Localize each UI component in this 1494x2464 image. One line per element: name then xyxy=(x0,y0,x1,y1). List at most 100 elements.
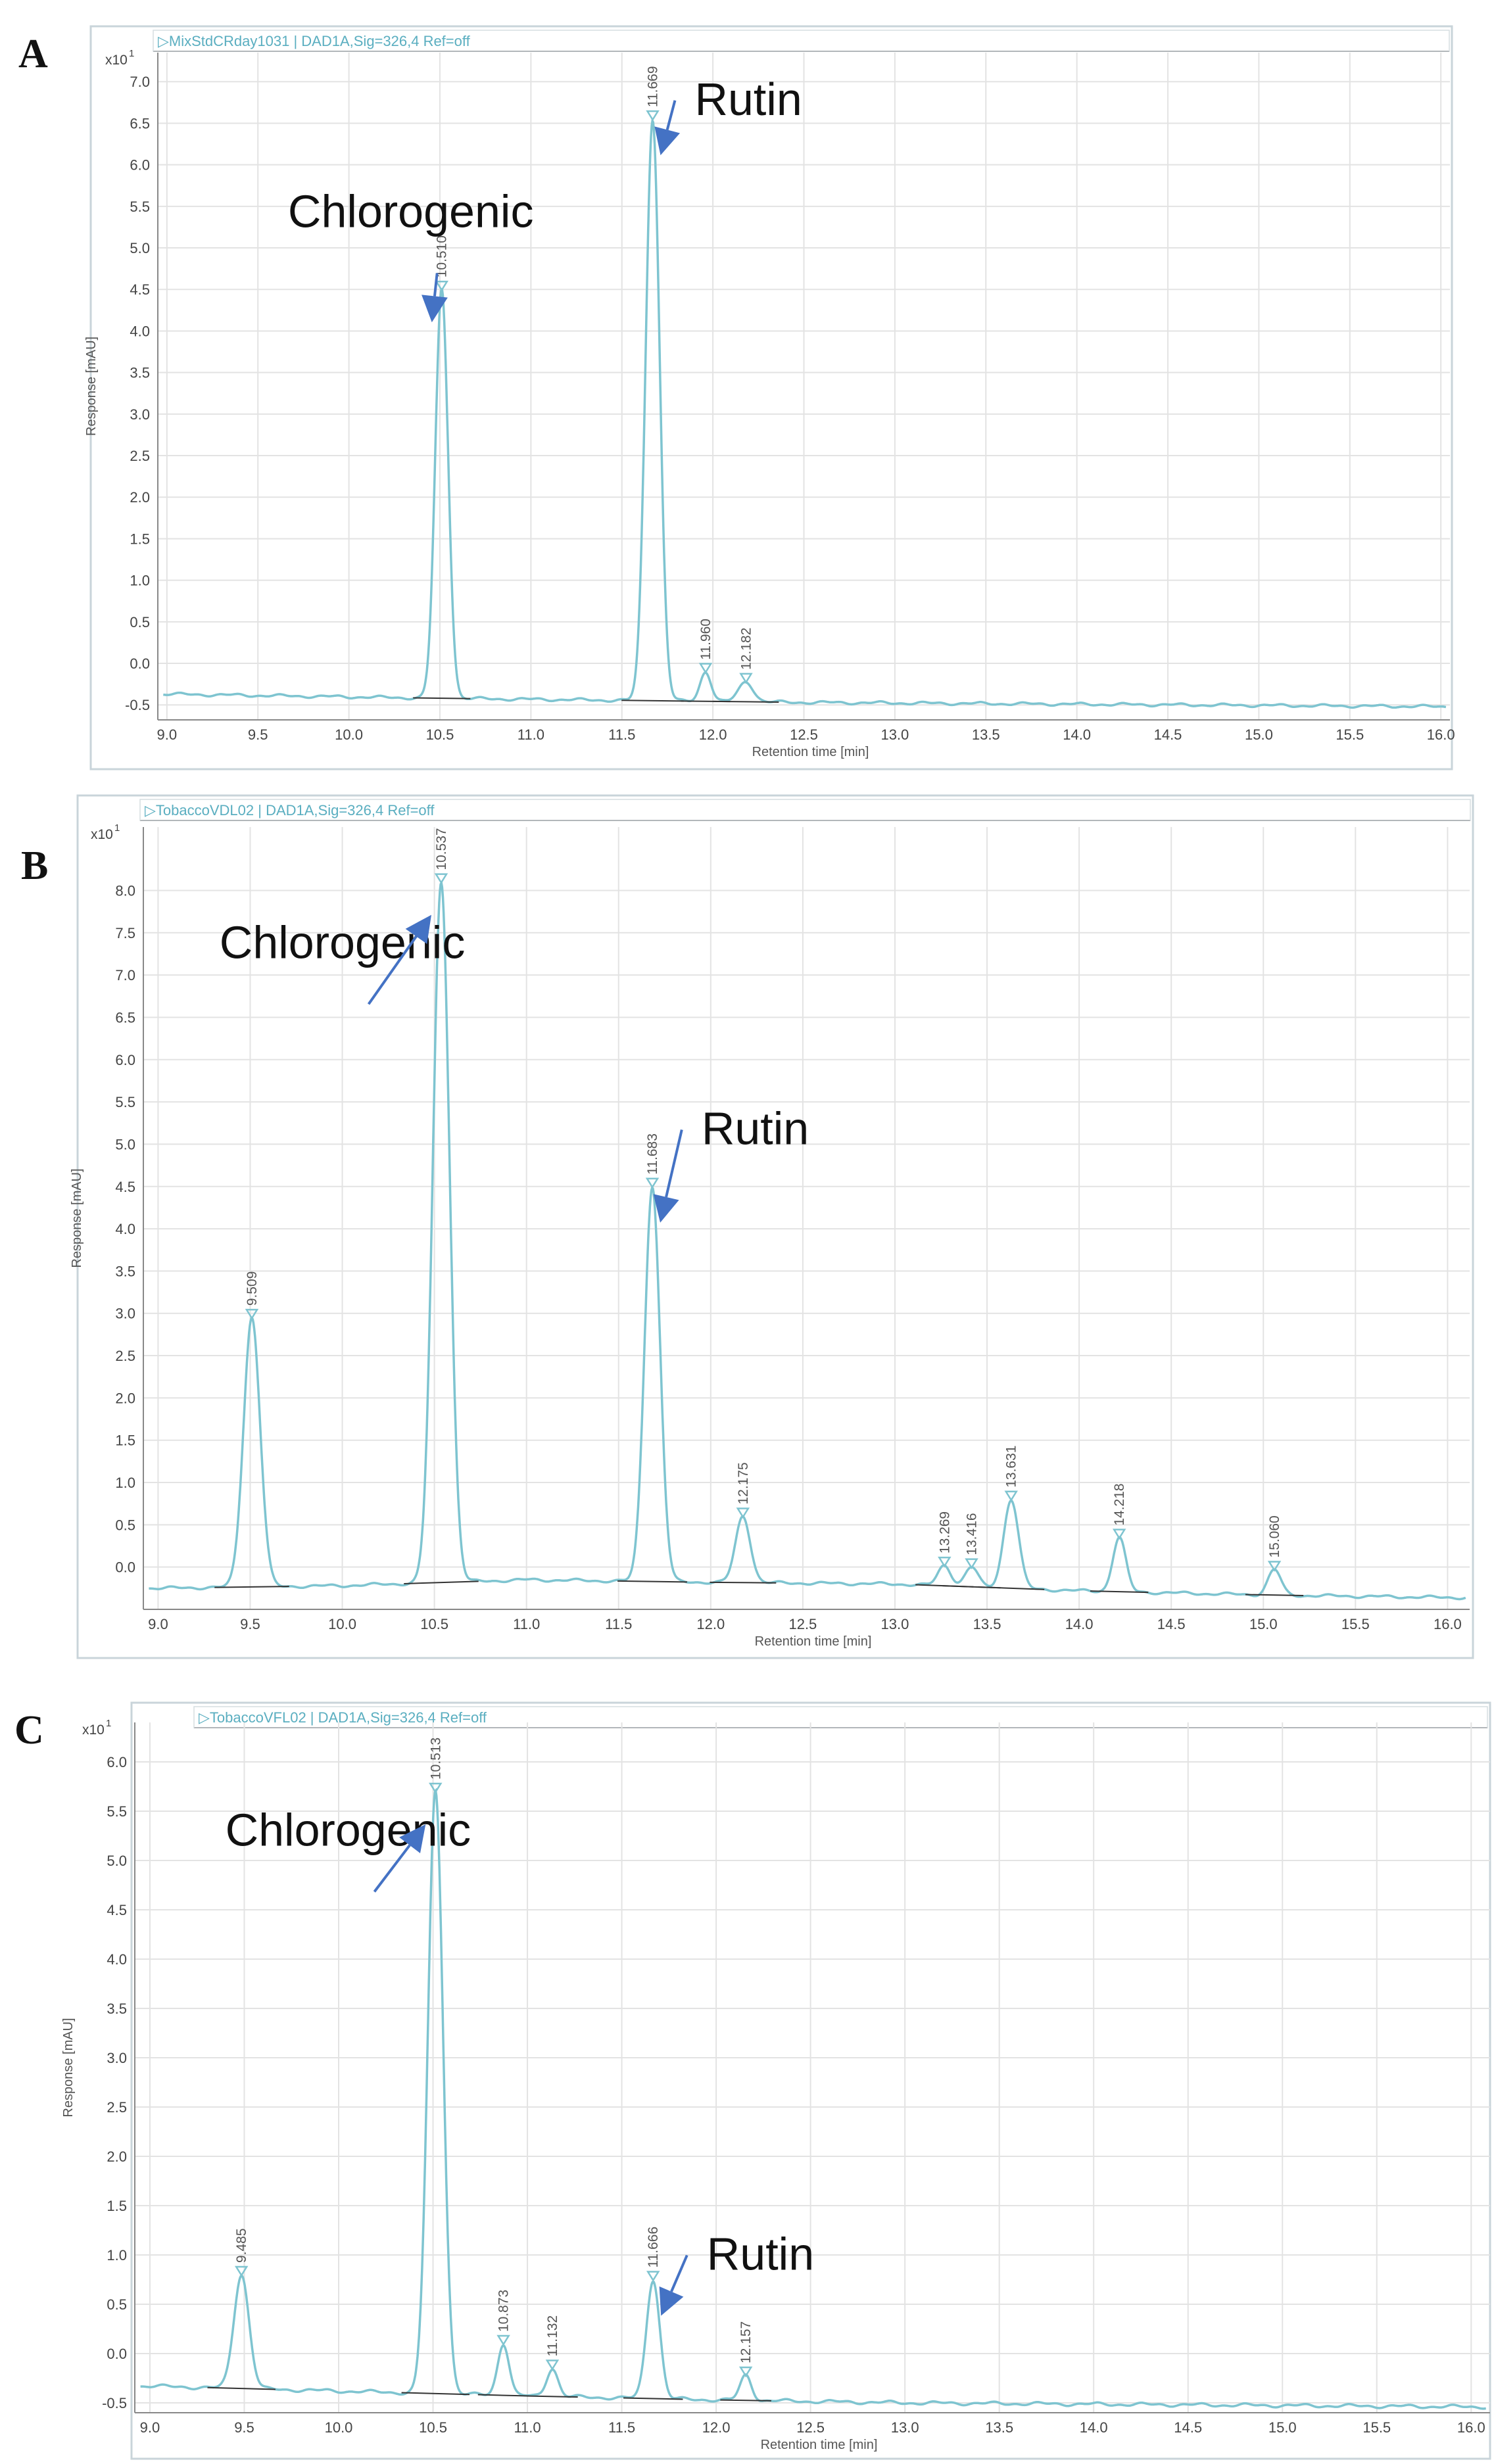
y-tick-label: 5.0 xyxy=(107,1853,127,1869)
peak-marker xyxy=(965,1558,978,1570)
signal-trace xyxy=(140,1788,1486,2410)
chart-header: ▷TobaccoVDL02 | DAD1A,Sig=326,4 Ref=off xyxy=(145,802,435,818)
y-axis-label: Response [mAU] xyxy=(61,2018,76,2117)
y-tick-label: 6.0 xyxy=(130,157,150,174)
x-tick-label: 13.5 xyxy=(973,1616,1001,1632)
annotation-arrow-head xyxy=(653,1194,679,1223)
peak-marker xyxy=(435,280,448,292)
y-tick-label: 7.0 xyxy=(115,967,135,983)
x-tick-label: 12.5 xyxy=(790,726,818,743)
x-tick-label: 11.5 xyxy=(608,2419,635,2436)
y-tick-label: 2.0 xyxy=(107,2148,127,2165)
x-tick-label: 14.5 xyxy=(1157,1616,1186,1632)
peak-label: 10.537 xyxy=(434,828,449,870)
peak-label: 11.669 xyxy=(646,66,661,107)
panel-letter: B xyxy=(21,843,49,888)
peak-baseline xyxy=(720,2399,771,2402)
chromatogram: ▷MixStdCRday1031 | DAD1A,Sig=326,4 Ref=o… xyxy=(84,25,1455,770)
peak-marker xyxy=(496,2334,510,2346)
peak-marker xyxy=(1112,1528,1126,1540)
peak-label: 11.683 xyxy=(645,1133,660,1175)
peak-baseline xyxy=(527,2395,578,2398)
peak-baseline xyxy=(404,1580,479,1584)
peak-baseline xyxy=(477,2394,529,2397)
peak-label: 10.513 xyxy=(428,1738,443,1780)
header-box xyxy=(193,1706,1488,1728)
peak-label: 9.485 xyxy=(234,2228,249,2263)
y-tick-label: 0.5 xyxy=(107,2296,127,2313)
y-tick-label: 6.5 xyxy=(115,1009,135,1026)
y-tick-label: 1.0 xyxy=(115,1475,135,1491)
annotation-arrow-head xyxy=(422,295,448,323)
peak-label: 11.666 xyxy=(646,2227,661,2268)
peak-label: 13.631 xyxy=(1004,1446,1019,1488)
y-multiplier: x10 xyxy=(82,1722,105,1738)
x-tick-label: 11.0 xyxy=(518,726,544,743)
x-tick-label: 15.5 xyxy=(1336,726,1364,743)
x-axis-label: Retention time [min] xyxy=(752,745,869,759)
peak-marker xyxy=(739,673,753,684)
y-tick-label: 1.0 xyxy=(130,573,150,589)
annotation-arrow-shaft xyxy=(373,1844,411,1893)
y-tick-label: 3.0 xyxy=(115,1306,135,1322)
header-box xyxy=(153,30,1450,52)
peak-marker xyxy=(736,1507,750,1519)
y-tick-label: 3.5 xyxy=(115,1263,135,1279)
x-tick-label: 12.0 xyxy=(699,726,727,743)
x-tick-label: 12.5 xyxy=(788,1616,817,1632)
x-tick-label: 11.5 xyxy=(608,726,635,743)
y-tick-label: 1.5 xyxy=(130,531,150,547)
peak-label: 10.873 xyxy=(496,2290,512,2332)
x-tick-label: 9.5 xyxy=(240,1616,260,1632)
peak-marker xyxy=(646,2271,660,2282)
x-tick-label: 14.0 xyxy=(1080,2419,1108,2436)
y-tick-label: 3.0 xyxy=(107,2050,127,2066)
x-axis-label: Retention time [min] xyxy=(761,2438,878,2452)
x-axis-label: Retention time [min] xyxy=(755,1634,872,1649)
peak-baseline xyxy=(710,1581,777,1584)
peak-label: 12.175 xyxy=(736,1462,751,1504)
peak-baseline xyxy=(713,700,779,703)
y-tick-label: 0.0 xyxy=(130,655,150,672)
peak-baseline xyxy=(1245,1594,1304,1596)
peak-baseline xyxy=(214,1586,289,1588)
panel-c: C ▷TobaccoVFL02 | DAD1A,Sig=326,4 Ref=off… xyxy=(0,1670,1494,2464)
x-tick-label: 15.0 xyxy=(1249,1616,1278,1632)
y-tick-label: 4.0 xyxy=(130,323,150,339)
peak-label: 11.960 xyxy=(698,619,713,660)
x-tick-label: 14.0 xyxy=(1063,726,1091,743)
y-tick-label: 0.5 xyxy=(115,1517,135,1533)
x-tick-label: 16.0 xyxy=(1427,726,1455,743)
y-axis-label: Response [mAU] xyxy=(84,337,99,436)
annotation-arrow-head xyxy=(654,126,681,156)
peak-baseline xyxy=(621,699,684,702)
y-multiplier: x10 xyxy=(91,827,113,842)
x-tick-label: 12.5 xyxy=(796,2419,825,2436)
peak-label: 15.060 xyxy=(1267,1515,1282,1557)
peak-label: 11.132 xyxy=(545,2315,560,2357)
y-tick-label: 6.0 xyxy=(107,1754,127,1770)
chart-header: ▷MixStdCRday1031 | DAD1A,Sig=326,4 Ref=o… xyxy=(158,33,471,49)
peak-marker xyxy=(738,2366,753,2378)
x-tick-label: 11.5 xyxy=(605,1616,632,1632)
y-tick-label: 2.0 xyxy=(115,1390,135,1406)
annotation-arrow-head xyxy=(659,2286,684,2316)
peak-label: 14.218 xyxy=(1112,1483,1127,1525)
y-tick-label: 4.5 xyxy=(115,1179,135,1195)
peak-label: 13.269 xyxy=(937,1511,952,1553)
x-tick-label: 9.5 xyxy=(248,726,268,743)
peak-label: 12.157 xyxy=(738,2321,754,2363)
chart-frame xyxy=(76,794,1474,1659)
x-tick-label: 9.5 xyxy=(234,2419,254,2436)
y-tick-label: 5.5 xyxy=(107,1803,127,1820)
x-tick-label: 10.0 xyxy=(328,1616,356,1632)
x-tick-label: 15.0 xyxy=(1268,2419,1297,2436)
peak-marker xyxy=(429,1782,443,1794)
signal-trace xyxy=(163,116,1447,709)
x-tick-label: 13.5 xyxy=(972,726,1000,743)
y-tick-label: 8.0 xyxy=(115,882,135,899)
x-tick-label: 10.0 xyxy=(325,2419,353,2436)
peak-marker xyxy=(234,2265,249,2277)
annotation-arrow-shaft xyxy=(665,100,677,130)
y-tick-label: 0.5 xyxy=(130,614,150,630)
